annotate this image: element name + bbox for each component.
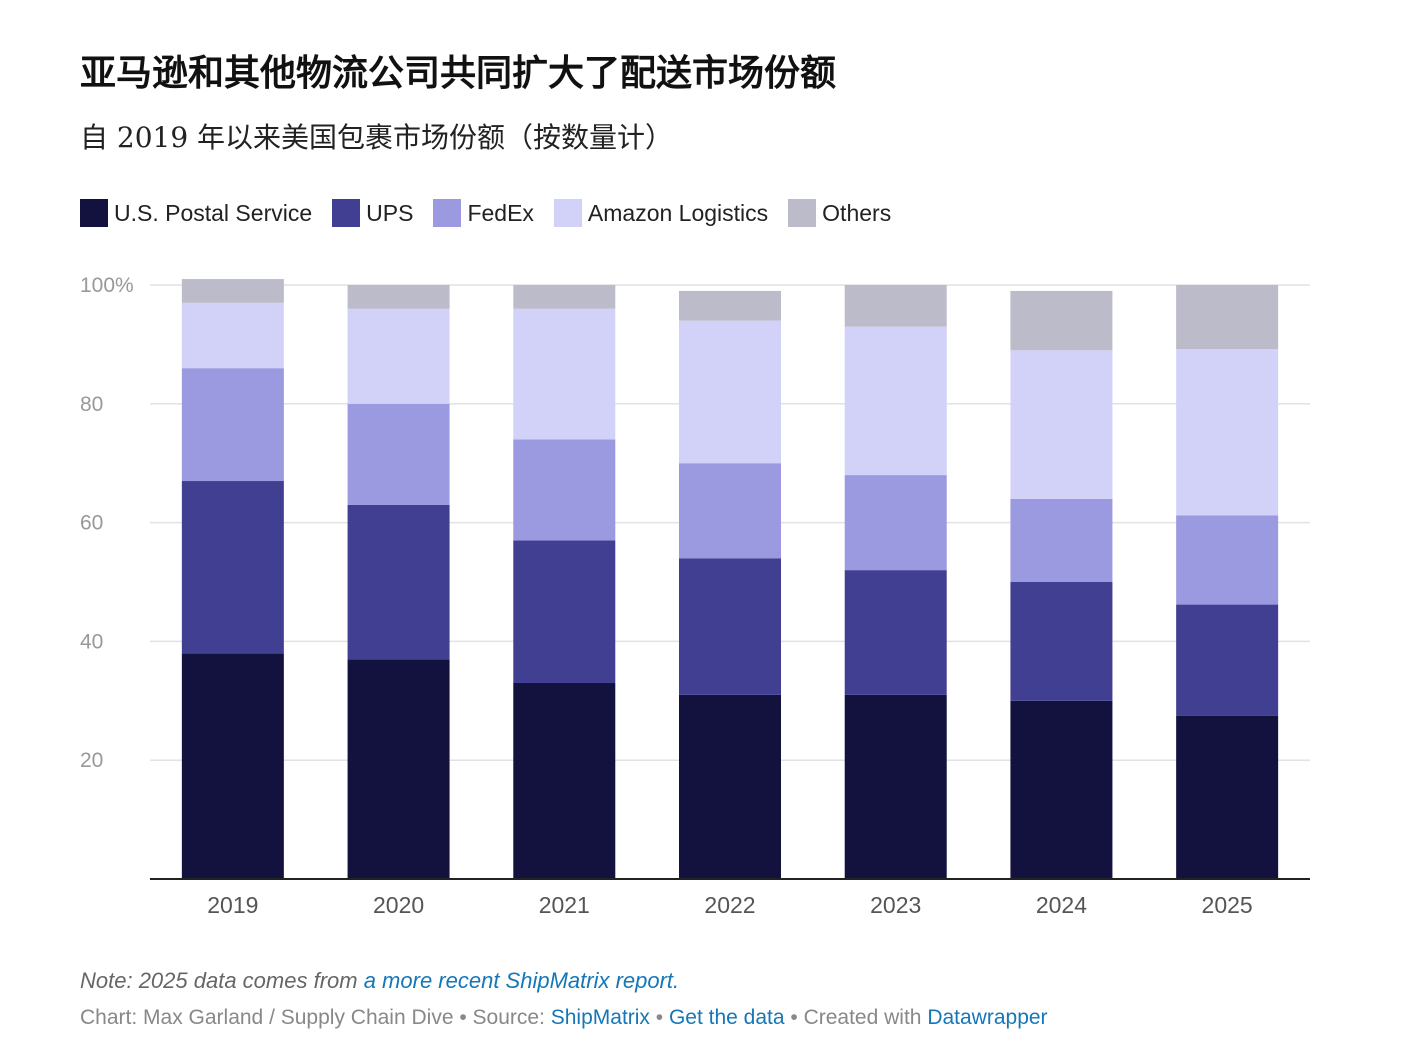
stacked-bar-chart: 20 40 60 80 100% 2019 2020 2021 2022 2023 2024 2025 [80,274,1310,918]
legend-item-ups: UPS [332,199,413,227]
y-tick-label: 40 [80,630,103,653]
bar-segment [679,320,781,464]
chart-subtitle: 自 2019 年以来美国包裹市场份额（按数量计） [80,121,674,154]
bar-segment [844,570,947,695]
legend: U.S. Postal Service UPS FedEx Amazon Log… [80,198,911,228]
x-tick-label: 2024 [1036,892,1087,918]
legend-item-usps: U.S. Postal Service [80,199,312,227]
legend-label: UPS [366,199,414,226]
legend-swatch [553,199,582,227]
bar-segment [181,368,284,482]
legend-item-amazon: Amazon Logistics [553,199,769,227]
note-text: Note: 2025 data comes from [80,968,364,993]
bar-segment [679,694,781,879]
bar-segment [181,302,284,369]
bar-segment [679,558,781,695]
x-tick-label: 2022 [704,892,755,918]
bar-segment [181,481,284,654]
datawrapper-link[interactable]: Datawrapper [927,1006,1048,1029]
legend-swatch [433,199,462,227]
y-tick-label: 60 [80,512,103,535]
shipmatrix-report-link[interactable]: a more recent ShipMatrix report. [363,968,680,993]
y-tick-label: 80 [80,393,103,416]
legend-label: U.S. Postal Service [114,199,313,226]
x-tick-label: 2021 [539,892,590,918]
chart-note: Note: 2025 data comes from a more recent… [80,968,679,994]
bar-segment [347,308,450,404]
bar-segment [1010,350,1113,499]
legend-label: FedEx [467,199,534,226]
bar-segment [1010,290,1113,351]
x-tick-label: 2019 [207,892,258,918]
legend-label: Others [822,199,892,226]
bar-segment [844,285,947,327]
bar-segment [679,290,781,321]
separator: • [649,1006,669,1029]
created-with-text: • Created with [784,1006,928,1029]
get-data-link[interactable]: Get the data [668,1006,785,1029]
legend-label: Amazon Logistics [587,199,769,226]
x-tick-label: 2020 [373,892,424,918]
bar-segment [347,659,450,879]
bar-segment [181,279,284,303]
chart-title: 亚马逊和其他物流公司共同扩大了配送市场份额 [80,52,837,94]
bar-segment [347,504,450,660]
bar-segment [347,403,450,505]
bar-segment [513,308,616,440]
bar-segment [513,439,616,541]
bar-segment [1010,700,1113,879]
bar-segment [513,682,616,879]
chart-credit: Chart: Max Garland / Supply Chain Dive •… [80,1006,1048,1030]
bar-segment [513,285,616,309]
bar-segment [844,326,947,476]
source-link[interactable]: ShipMatrix [550,1006,650,1029]
bar-segment [1176,715,1279,879]
bar-segment [1176,604,1279,716]
bar-segment [1176,515,1279,605]
bar-segment [347,285,450,309]
legend-swatch [332,199,361,227]
bar-segment [844,475,947,571]
y-tick-label: 100% [80,274,134,297]
x-tick-label: 2023 [870,892,921,918]
bar-segment [1010,582,1113,701]
bar-segment [679,463,781,559]
x-tick-label: 2025 [1202,892,1253,918]
bar-segment [1176,285,1279,350]
legend-swatch [788,199,817,227]
credit-text: Chart: Max Garland / Supply Chain Dive •… [80,1006,551,1029]
y-tick-label: 20 [80,749,103,772]
legend-item-fedex: FedEx [433,199,534,227]
bar-segment [181,653,284,879]
bar-segment [1010,498,1113,582]
legend-swatch [80,199,108,227]
bar-segment [1176,349,1279,516]
legend-item-others: Others [788,199,891,227]
bar-segment [513,540,616,683]
bar-segment [844,694,947,879]
